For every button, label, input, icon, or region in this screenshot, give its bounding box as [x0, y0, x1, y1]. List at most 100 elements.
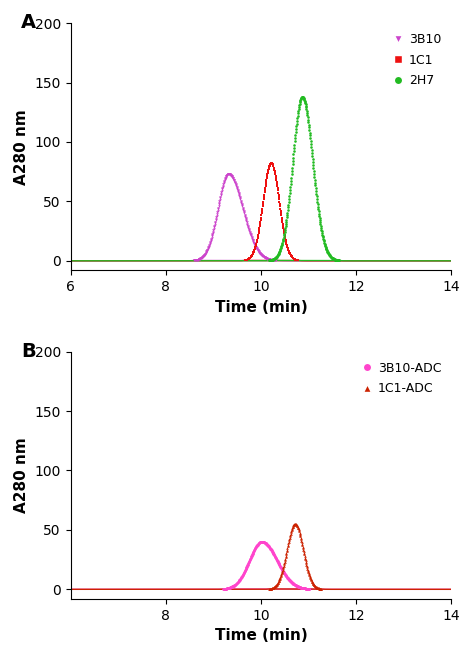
1C1: [270, 161, 277, 171]
1C1-ADC: [310, 579, 317, 589]
3B10: [249, 235, 256, 246]
3B10: [217, 189, 225, 199]
1C1: [254, 235, 261, 245]
2H7: [334, 255, 341, 265]
2H7: [335, 255, 342, 265]
3B10-ADC: [271, 550, 278, 560]
3B10: [191, 255, 199, 265]
2H7: [316, 213, 323, 223]
3B10-ADC: [292, 580, 299, 591]
2H7: [283, 212, 291, 223]
3B10: [231, 177, 238, 187]
3B10: [232, 180, 240, 191]
3B10-ADC: [287, 576, 295, 587]
1C1: [257, 214, 264, 225]
3B10: [191, 255, 199, 265]
3B10-ADC: [271, 551, 279, 561]
1C1-ADC: [296, 528, 303, 538]
1C1: [285, 246, 293, 257]
3B10-ADC: [273, 555, 281, 566]
3B10: [222, 172, 229, 183]
1C1-ADC: [281, 556, 288, 567]
3B10: [200, 251, 207, 261]
3B10: [229, 173, 237, 184]
3B10-ADC: [252, 543, 259, 553]
2H7: [325, 249, 333, 260]
1C1: [241, 255, 249, 265]
2H7: [311, 174, 319, 185]
3B10-ADC: [286, 575, 293, 585]
2H7: [335, 255, 342, 265]
1C1: [267, 158, 274, 169]
2H7: [289, 159, 296, 170]
2H7: [320, 237, 328, 248]
3B10: [255, 247, 263, 258]
2H7: [281, 229, 288, 239]
3B10-ADC: [251, 545, 258, 555]
2H7: [286, 182, 294, 193]
3B10: [243, 217, 251, 228]
3B10-ADC: [223, 583, 230, 594]
3B10-ADC: [290, 579, 297, 589]
3B10: [234, 185, 242, 196]
2H7: [321, 238, 328, 249]
3B10-ADC: [245, 556, 253, 567]
1C1: [288, 251, 295, 261]
3B10-ADC: [287, 576, 294, 587]
2H7: [308, 141, 315, 152]
2H7: [327, 251, 334, 261]
2H7: [274, 250, 282, 260]
2H7: [304, 114, 312, 125]
1C1: [262, 179, 270, 189]
Y-axis label: A280 nm: A280 nm: [14, 109, 29, 185]
3B10: [217, 190, 225, 200]
3B10-ADC: [267, 544, 274, 555]
1C1-ADC: [285, 535, 293, 546]
3B10: [243, 218, 251, 229]
3B10: [235, 187, 242, 197]
3B10-ADC: [241, 565, 249, 576]
3B10-ADC: [276, 560, 283, 570]
1C1: [250, 247, 257, 258]
2H7: [291, 133, 299, 143]
2H7: [313, 196, 321, 207]
Legend: 3B10, 1C1, 2H7: 3B10, 1C1, 2H7: [389, 30, 445, 91]
3B10: [253, 242, 260, 253]
3B10: [251, 239, 258, 250]
3B10-ADC: [236, 574, 244, 585]
1C1: [248, 250, 256, 260]
3B10: [257, 249, 265, 260]
2H7: [322, 242, 329, 252]
3B10-ADC: [240, 567, 248, 578]
1C1: [269, 159, 276, 170]
1C1-ADC: [282, 551, 290, 561]
1C1: [290, 254, 298, 264]
3B10: [212, 212, 220, 222]
1C1: [290, 253, 297, 263]
3B10: [204, 244, 211, 255]
1C1-ADC: [283, 547, 290, 558]
3B10-ADC: [247, 552, 255, 562]
2H7: [265, 255, 273, 265]
3B10: [199, 252, 206, 262]
3B10: [241, 210, 249, 221]
3B10: [219, 180, 227, 191]
1C1-ADC: [308, 575, 315, 585]
1C1-ADC: [308, 576, 315, 586]
3B10: [224, 169, 231, 179]
1C1: [244, 254, 252, 265]
2H7: [297, 95, 304, 105]
1C1: [263, 175, 270, 185]
3B10-ADC: [221, 583, 228, 594]
3B10-ADC: [272, 552, 279, 562]
2H7: [307, 136, 314, 147]
1C1-ADC: [289, 522, 297, 532]
1C1-ADC: [300, 546, 308, 556]
3B10-ADC: [234, 577, 241, 587]
1C1-ADC: [288, 525, 295, 535]
2H7: [273, 251, 281, 261]
1C1-ADC: [307, 574, 315, 585]
1C1: [294, 255, 302, 265]
1C1: [292, 254, 300, 265]
2H7: [322, 243, 330, 254]
